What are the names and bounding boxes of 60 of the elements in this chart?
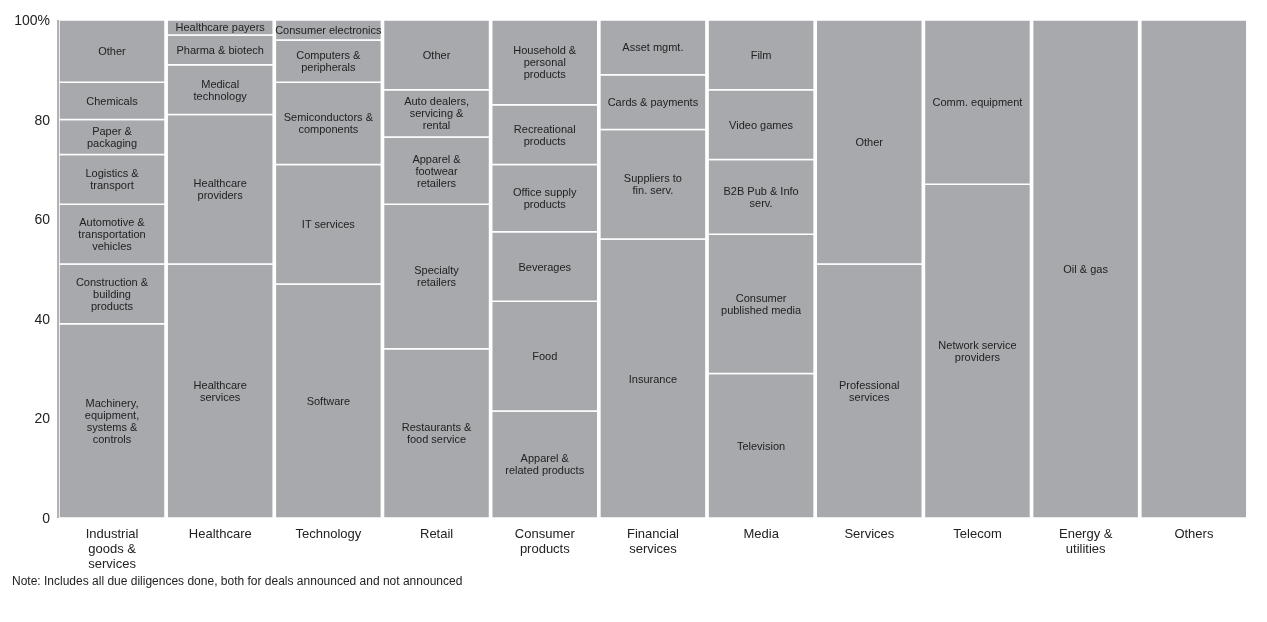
x-tick-label: Others — [1174, 526, 1214, 541]
series-label: Professional services — [839, 379, 900, 404]
series-label: Oil & gas — [1063, 263, 1109, 275]
series-label: Specialty retailers — [414, 264, 460, 289]
x-tick-label: Consumer products — [514, 526, 576, 556]
series-label: Film — [750, 48, 772, 61]
series-label: Other — [855, 136, 884, 149]
series-label: Comm. equipment — [932, 96, 1023, 109]
series-label: Paper & packaging — [86, 125, 138, 150]
series-label: Consumer electronics — [275, 23, 383, 36]
series-label: Cards & payments — [607, 96, 699, 109]
series-label: Machinery, equipment, systems & controls — [84, 396, 140, 445]
series-label: Apparel & related products — [505, 452, 585, 477]
x-tick-label: Industrial goods & services — [85, 526, 139, 571]
series-label: B2B Pub & Info serv. — [723, 184, 799, 209]
x-tick-label: Financial services — [626, 526, 680, 556]
series-label: Semiconductors & components — [283, 111, 374, 136]
text: Note: Includes all due diligences done, both for deals announced and not announced — [12, 574, 464, 588]
series-label: Healthcare services — [193, 379, 247, 404]
series-label: Recreational products — [513, 122, 576, 147]
series-label: Healthcare providers — [193, 177, 247, 202]
series-label: Software — [306, 394, 351, 407]
series-label: Logistics & transport — [85, 167, 140, 192]
x-tick-label: Telecom — [953, 526, 1002, 541]
x-tick-label: Energy & utilities — [1058, 526, 1113, 556]
y-tick-label: 80 — [34, 111, 51, 128]
series-label: Office supply products — [513, 186, 577, 211]
x-tick-label: Healthcare — [188, 526, 252, 541]
series-label: Household & personal products — [513, 44, 577, 81]
y-tick-label: 60 — [34, 211, 51, 228]
series-label: Medical technology — [193, 77, 248, 102]
y-tick-label: 40 — [34, 310, 51, 327]
series-label: Pharma & biotech — [176, 43, 264, 56]
series-label: Construction & building products — [75, 275, 149, 312]
series-label: Food — [532, 350, 558, 363]
x-tick-label: Services — [844, 526, 895, 541]
series-label: Television — [736, 439, 786, 452]
series-label: Network service providers — [938, 339, 1017, 364]
series-label: Insurance — [628, 372, 678, 385]
series-label: IT services — [301, 218, 356, 231]
x-tick-label: Retail — [420, 526, 454, 541]
series-label: Suppliers to fin. serv. — [623, 172, 682, 197]
series-label: Apparel & footwear retailers — [412, 152, 462, 189]
series-label: Consumer published media — [721, 291, 803, 316]
series-label: Other — [422, 48, 451, 61]
series-label: Automotive & transportation vehicles — [78, 216, 146, 253]
series-label: Computers & peripherals — [296, 49, 362, 74]
series-label: Video games — [729, 118, 794, 131]
x-tick-label: Technology — [295, 526, 362, 541]
series-label: Beverages — [518, 260, 572, 273]
series-label: Other — [98, 45, 127, 58]
y-tick-label: 100% — [14, 11, 50, 28]
series-label: Restaurants & food service — [401, 421, 473, 446]
series-label: Asset mgmt. — [622, 41, 684, 54]
series-label: Auto dealers, servicing & rental — [404, 95, 469, 132]
y-tick-label: 20 — [34, 410, 51, 427]
series-label: Chemicals — [86, 94, 139, 107]
x-tick-label: Media — [743, 526, 780, 541]
y-tick-label: 0 — [42, 509, 51, 526]
series-label: Healthcare payers — [175, 21, 266, 34]
